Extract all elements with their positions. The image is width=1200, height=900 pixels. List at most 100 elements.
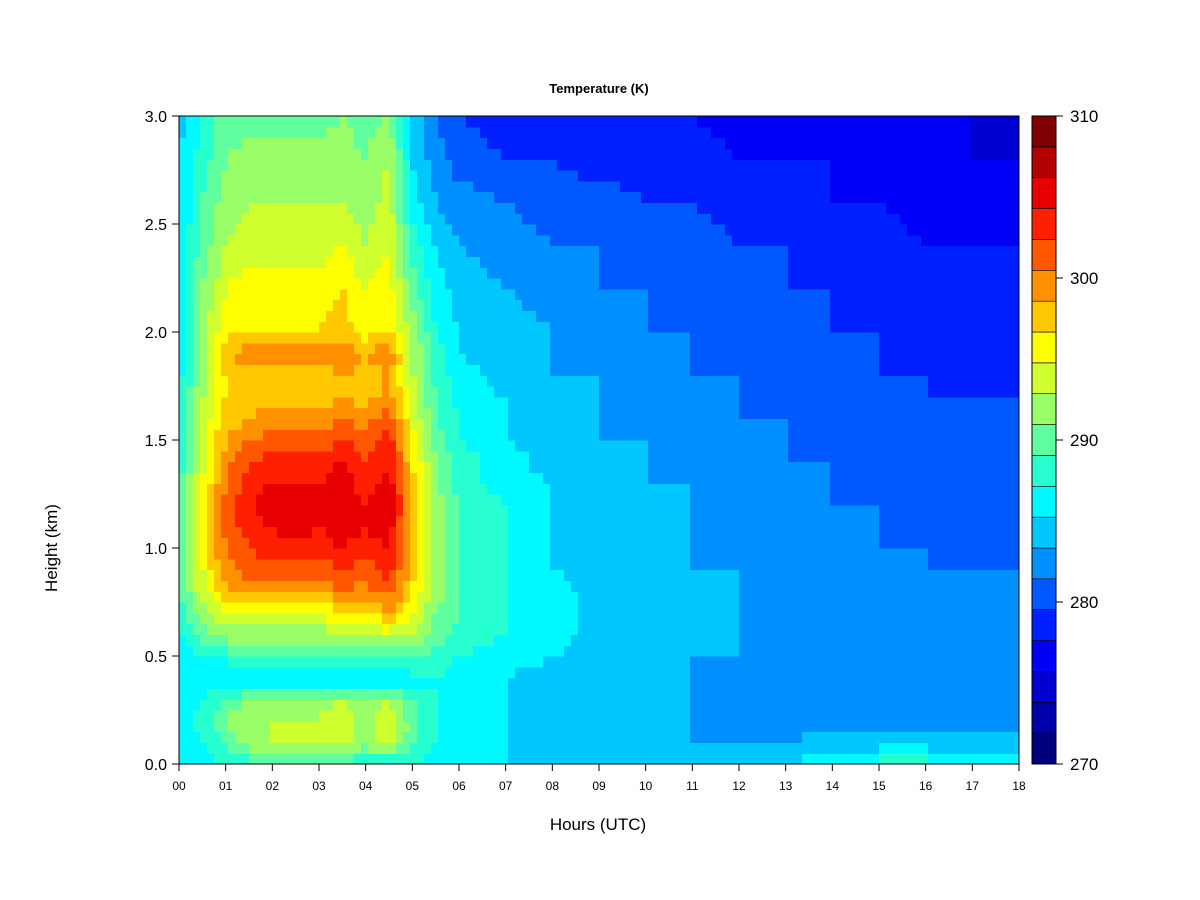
heatmap-cell xyxy=(795,472,803,484)
heatmap-cell xyxy=(410,580,418,592)
heatmap-cell xyxy=(935,526,943,538)
heatmap-cell xyxy=(900,548,908,560)
heatmap-cell xyxy=(249,634,257,646)
heatmap-cell xyxy=(382,440,390,452)
heatmap-cell xyxy=(228,429,236,441)
heatmap-cell xyxy=(739,461,747,473)
heatmap-cell xyxy=(816,418,824,430)
heatmap-cell xyxy=(389,731,397,743)
heatmap-cell xyxy=(977,332,985,344)
heatmap-cell xyxy=(970,742,978,754)
heatmap-cell xyxy=(221,407,229,419)
heatmap-cell xyxy=(732,580,740,592)
heatmap-cell xyxy=(543,472,551,484)
heatmap-cell xyxy=(767,494,775,506)
heatmap-cell xyxy=(550,310,558,322)
heatmap-cell xyxy=(900,396,908,409)
heatmap-cell xyxy=(249,429,257,441)
heatmap-cell xyxy=(312,677,320,689)
heatmap-cell xyxy=(585,656,593,668)
heatmap-cell xyxy=(578,321,586,333)
heatmap-cell xyxy=(242,461,250,473)
heatmap-cell xyxy=(732,645,740,657)
heatmap-cell xyxy=(963,731,971,743)
heatmap-cell xyxy=(242,450,250,463)
heatmap-cell xyxy=(529,321,537,333)
heatmap-cell xyxy=(389,494,397,506)
heatmap-cell xyxy=(914,364,922,376)
heatmap-cell xyxy=(578,504,586,517)
heatmap-cell xyxy=(634,569,642,581)
heatmap-cell xyxy=(907,677,915,689)
heatmap-cell xyxy=(662,612,670,625)
heatmap-cell xyxy=(753,321,761,333)
heatmap-cell xyxy=(949,591,957,603)
heatmap-cell xyxy=(970,666,978,679)
heatmap-cell xyxy=(242,407,250,419)
heatmap-cell xyxy=(774,548,782,560)
heatmap-cell xyxy=(438,612,446,625)
heatmap-cell xyxy=(459,710,467,722)
heatmap-cell xyxy=(319,699,327,711)
heatmap-cell xyxy=(627,612,635,625)
heatmap-cell xyxy=(221,612,229,625)
heatmap-cell xyxy=(781,429,789,441)
heatmap-cell xyxy=(333,558,341,571)
heatmap-cell xyxy=(319,396,327,409)
heatmap-cell xyxy=(326,548,334,560)
heatmap-cell xyxy=(648,429,656,441)
heatmap-cell xyxy=(431,666,439,679)
heatmap-cell xyxy=(417,407,425,419)
heatmap-cell xyxy=(396,699,404,711)
heatmap-cell xyxy=(774,332,782,344)
heatmap-cell xyxy=(249,310,257,322)
heatmap-cell xyxy=(935,504,943,517)
heatmap-cell xyxy=(760,332,768,344)
heatmap-cell xyxy=(599,429,607,441)
heatmap-cell xyxy=(550,569,558,581)
heatmap-cell xyxy=(683,332,691,344)
heatmap-cell xyxy=(725,677,733,689)
heatmap-cell xyxy=(774,645,782,657)
heatmap-cell xyxy=(928,677,936,689)
heatmap-cell xyxy=(907,602,915,614)
heatmap-cell xyxy=(221,429,229,441)
heatmap-cell xyxy=(242,353,250,365)
heatmap-cell xyxy=(550,321,558,333)
heatmap-cell xyxy=(648,656,656,668)
heatmap-cell xyxy=(501,666,509,679)
heatmap-cell xyxy=(865,591,873,603)
heatmap-cell xyxy=(396,450,404,463)
heatmap-cell xyxy=(809,677,817,689)
heatmap-cell xyxy=(977,407,985,419)
heatmap-cell xyxy=(445,656,453,668)
heatmap-cell xyxy=(396,353,404,365)
heatmap-cell xyxy=(543,742,551,754)
heatmap-cell xyxy=(452,623,460,635)
heatmap-cell xyxy=(886,623,894,635)
heatmap-cell xyxy=(823,461,831,473)
heatmap-cell xyxy=(809,634,817,646)
heatmap-cell xyxy=(487,440,495,452)
heatmap-cell xyxy=(690,602,698,614)
heatmap-cell xyxy=(403,429,411,441)
heatmap-cell xyxy=(179,450,187,463)
heatmap-cell xyxy=(718,364,726,376)
heatmap-cell xyxy=(228,602,236,614)
heatmap-cell xyxy=(662,677,670,689)
heatmap-cell xyxy=(662,666,670,679)
heatmap-cell xyxy=(207,537,215,549)
heatmap-cell xyxy=(480,645,488,657)
heatmap-cell xyxy=(956,396,964,409)
heatmap-cell xyxy=(305,472,313,484)
heatmap-cell xyxy=(683,310,691,322)
heatmap-cell xyxy=(753,407,761,419)
heatmap-cell xyxy=(641,548,649,560)
heatmap-cell xyxy=(445,602,453,614)
heatmap-cell xyxy=(501,537,509,549)
heatmap-cell xyxy=(557,396,565,409)
heatmap-cell xyxy=(851,742,859,754)
heatmap-cell xyxy=(739,666,747,679)
heatmap-cell xyxy=(851,504,859,517)
heatmap-cell xyxy=(242,483,250,495)
